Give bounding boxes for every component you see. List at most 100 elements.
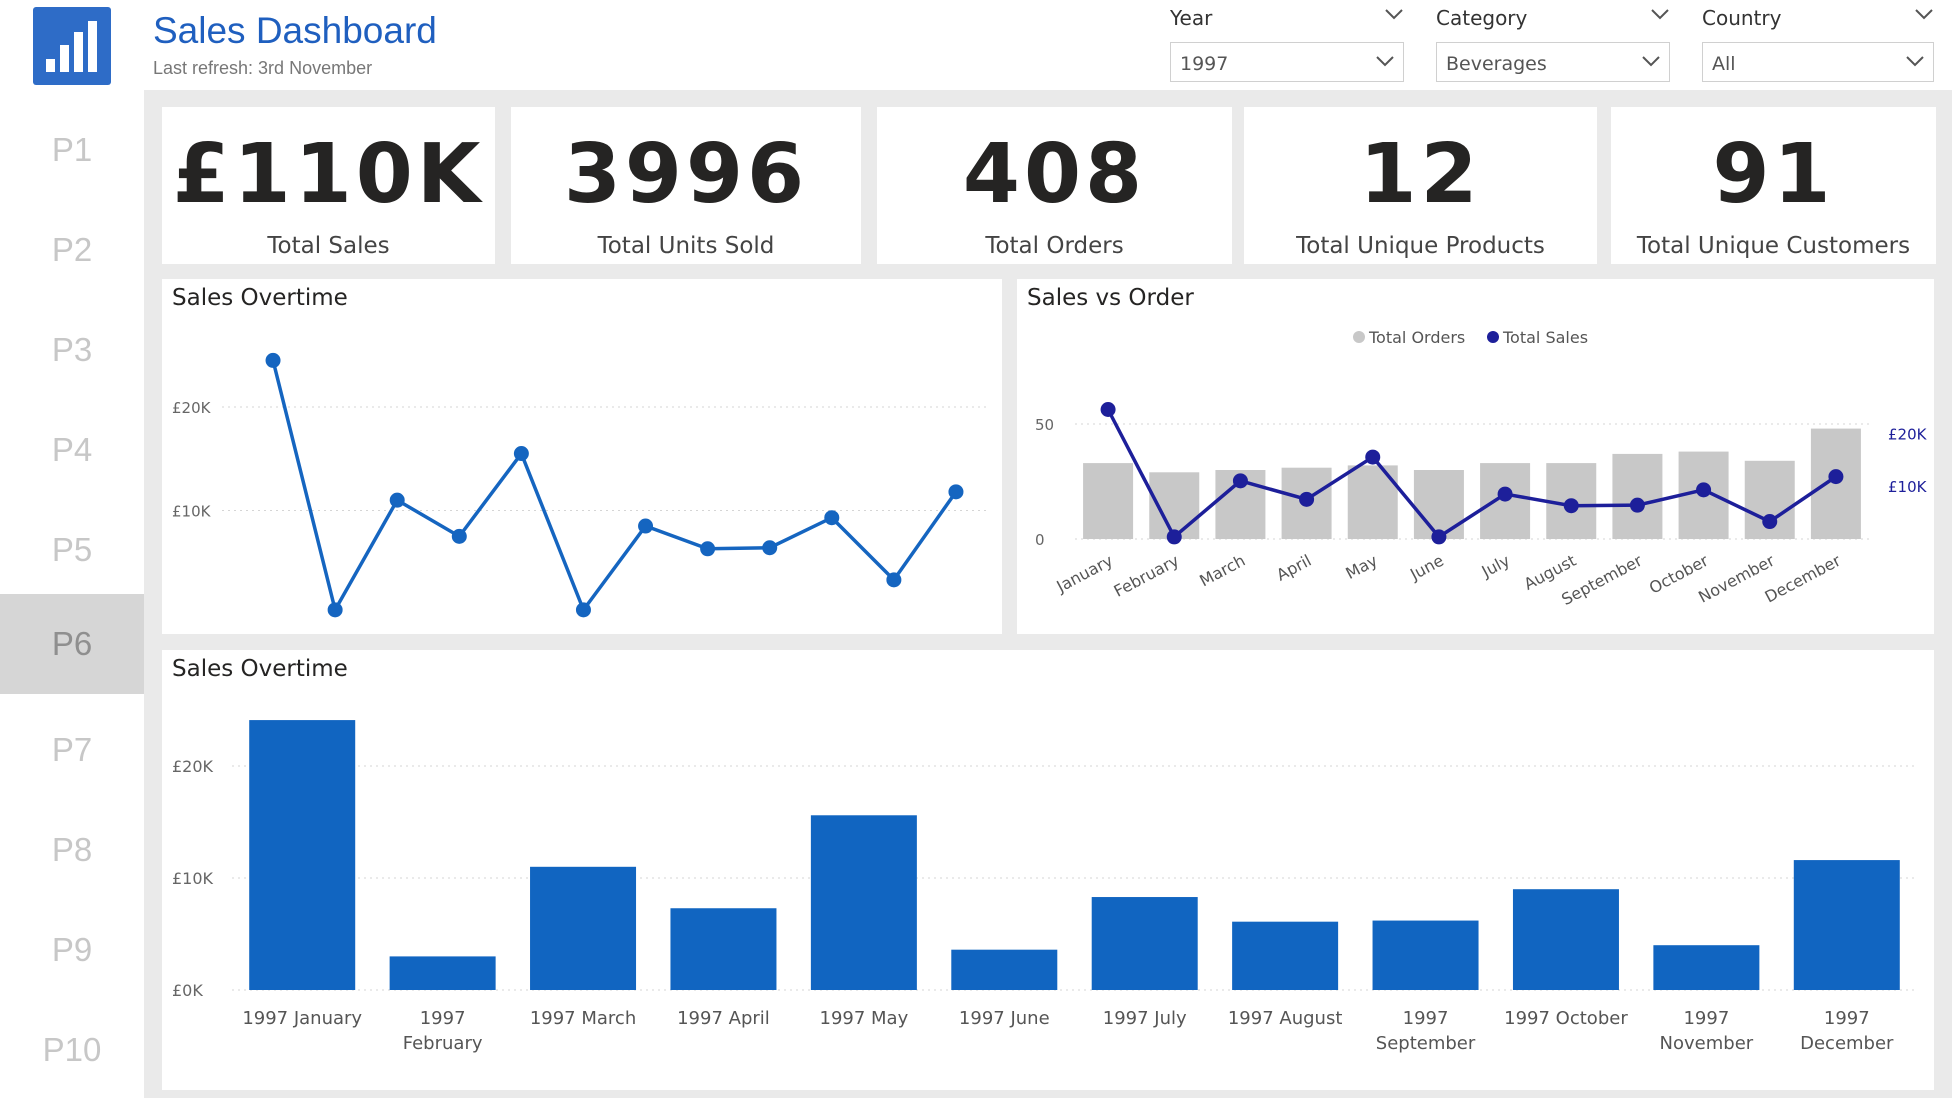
chevron-down-icon bbox=[1906, 56, 1924, 67]
x-tick-label: 1997 January bbox=[242, 1008, 362, 1029]
data-point bbox=[824, 510, 840, 526]
kpi-value: 12 bbox=[1359, 127, 1482, 222]
page-title: Sales Dashboard bbox=[153, 10, 437, 51]
y-tick-label: £10K bbox=[172, 869, 214, 888]
filter-value: 1997 bbox=[1180, 53, 1229, 75]
sales-data-point bbox=[1762, 514, 1778, 530]
sales-data-point bbox=[1299, 491, 1315, 507]
kpi-value: 3996 bbox=[563, 127, 809, 222]
filter-value: All bbox=[1712, 53, 1736, 75]
filter-label: Category bbox=[1436, 6, 1528, 30]
app-logo bbox=[33, 7, 111, 85]
x-tick-label: 1997 June bbox=[959, 1008, 1050, 1029]
chart-title: Sales Overtime bbox=[172, 656, 348, 682]
category-dropdown[interactable]: Beverages bbox=[1436, 42, 1670, 82]
sales-vs-order-chart[interactable]: Total Orders Total Sales 0 50 £10K £20K Januar… bbox=[1017, 279, 1934, 634]
sales-data-point bbox=[1629, 497, 1645, 513]
sales-bar bbox=[1512, 889, 1619, 990]
country-dropdown[interactable]: All bbox=[1702, 42, 1934, 82]
sales-bar bbox=[249, 720, 356, 990]
filter-label: Year bbox=[1170, 6, 1213, 30]
sales-bar bbox=[530, 866, 637, 990]
sales-data-point bbox=[1100, 402, 1116, 417]
legend-label: Total Sales bbox=[1502, 328, 1588, 347]
kpi-label: Total Unique Customers bbox=[1636, 233, 1911, 259]
legend-orders-marker bbox=[1353, 331, 1365, 343]
nav-item-p3[interactable]: P3 bbox=[51, 331, 93, 368]
sales-data-point bbox=[1431, 529, 1447, 545]
x-tick-label: March bbox=[343, 632, 395, 634]
nav-item-p2[interactable]: P2 bbox=[51, 231, 93, 268]
nav-item-p9[interactable]: P9 bbox=[51, 931, 93, 968]
x-tick-label: 1997 August bbox=[1228, 1008, 1343, 1029]
x-tick-label: 1997 March bbox=[530, 1008, 636, 1029]
data-point bbox=[762, 540, 778, 556]
sales-data-point bbox=[1497, 486, 1513, 502]
left-axis-tick-label: 0 bbox=[1035, 531, 1045, 549]
data-point bbox=[327, 602, 343, 618]
sales-data-point bbox=[1365, 449, 1381, 465]
sales-vs-order-card[interactable]: Sales vs Order Total Orders Total Sales 0 5… bbox=[1017, 279, 1934, 634]
kpi-label: Total Units Sold bbox=[597, 233, 775, 259]
chevron-down-icon[interactable] bbox=[1650, 8, 1670, 20]
x-tick-label: January bbox=[208, 632, 271, 634]
x-tick-label: 1997 February bbox=[403, 1008, 483, 1054]
nav-item-p10[interactable]: P10 bbox=[42, 1031, 102, 1068]
x-tick-label: December bbox=[1762, 551, 1845, 607]
sales-overtime-bar-card[interactable]: Sales Overtime £0K £10K £20K 1997 January 19… bbox=[162, 650, 1934, 1090]
kpi-card-total-sales[interactable]: £110K Total Sales bbox=[162, 107, 495, 264]
orders-bar bbox=[1083, 463, 1134, 539]
y-tick-label: £20K bbox=[172, 757, 214, 776]
x-tick-label: July bbox=[1478, 551, 1513, 582]
sales-line-series bbox=[1106, 408, 1837, 540]
nav-item-p5[interactable]: P5 bbox=[51, 531, 93, 568]
chevron-down-icon bbox=[1642, 56, 1660, 67]
sales-overtime-bar-chart[interactable]: £0K £10K £20K 1997 January 1997 February 1997 … bbox=[162, 650, 1934, 1090]
kpi-card-total-unique-products[interactable]: 12 Total Unique Products bbox=[1244, 107, 1597, 264]
nav-item-p4[interactable]: P4 bbox=[51, 431, 93, 468]
orders-bar bbox=[1612, 453, 1663, 539]
kpi-card-total-units-sold[interactable]: 3996 Total Units Sold bbox=[511, 107, 861, 264]
x-tick-label: June bbox=[541, 632, 582, 634]
data-point bbox=[948, 484, 964, 500]
kpi-value: £110K bbox=[172, 127, 485, 222]
sales-bar bbox=[1091, 897, 1198, 990]
sales-bar bbox=[389, 956, 496, 990]
sales-data-point bbox=[1828, 469, 1844, 485]
chart-title: Sales vs Order bbox=[1027, 285, 1194, 311]
data-point bbox=[389, 492, 405, 508]
filter-value: Beverages bbox=[1446, 53, 1547, 75]
sales-bar bbox=[951, 949, 1058, 990]
nav-item-p7[interactable]: P7 bbox=[51, 731, 93, 768]
kpi-card-total-orders[interactable]: 408 Total Orders bbox=[877, 107, 1232, 264]
nav-item-p8[interactable]: P8 bbox=[51, 831, 93, 868]
kpi-card-total-unique-customers[interactable]: 91 Total Unique Customers bbox=[1611, 107, 1936, 264]
chevron-down-icon[interactable] bbox=[1914, 8, 1934, 20]
x-tick-label: 1997 September bbox=[1376, 1008, 1476, 1054]
x-tick-label: October bbox=[764, 632, 830, 634]
sales-data-point bbox=[1232, 473, 1248, 489]
nav-item-p6[interactable]: P6 bbox=[0, 594, 144, 694]
x-tick-label: July bbox=[608, 632, 643, 634]
chevron-down-icon[interactable] bbox=[1384, 8, 1404, 20]
sales-bar bbox=[1793, 860, 1900, 990]
left-axis-tick-label: 50 bbox=[1035, 416, 1054, 434]
nav-item-p1[interactable]: P1 bbox=[51, 131, 93, 168]
kpi-label: Total Sales bbox=[267, 233, 390, 259]
x-tick-label: February bbox=[1111, 551, 1183, 601]
bar-chart-icon bbox=[46, 21, 97, 72]
chevron-down-icon bbox=[1376, 56, 1394, 67]
legend-sales-marker bbox=[1487, 331, 1499, 343]
sales-line-series bbox=[271, 359, 958, 615]
year-dropdown[interactable]: 1997 bbox=[1170, 42, 1404, 82]
x-tick-label: May bbox=[481, 632, 519, 634]
right-axis-tick-label: £10K bbox=[1888, 478, 1928, 496]
x-tick-label: November bbox=[809, 632, 892, 634]
y-tick-label: £20K bbox=[172, 399, 212, 417]
x-tick-label: 1997 December bbox=[1800, 1008, 1894, 1054]
legend-label: Total Orders bbox=[1368, 328, 1465, 347]
x-tick-label: June bbox=[1406, 551, 1447, 585]
sales-bar bbox=[810, 815, 917, 990]
